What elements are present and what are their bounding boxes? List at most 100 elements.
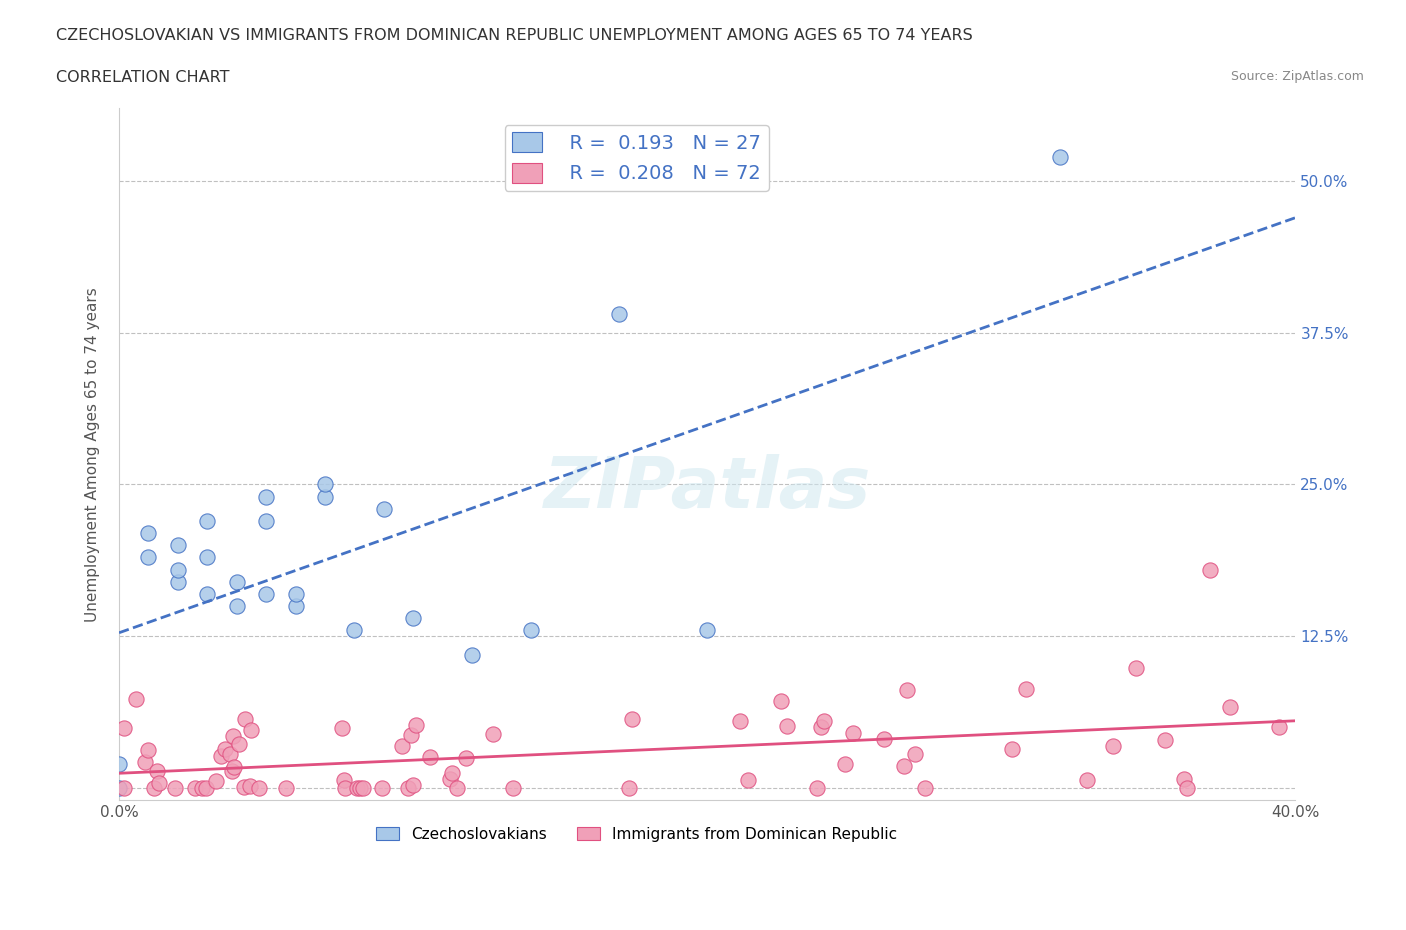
- Point: [873, 732, 896, 747]
- Text: ZIPatlas: ZIPatlas: [544, 454, 870, 524]
- Point: [284, 599, 307, 614]
- Point: [195, 586, 218, 601]
- Point: [167, 538, 190, 552]
- Point: [314, 477, 336, 492]
- Point: [163, 780, 186, 795]
- Point: [842, 725, 865, 740]
- Point: [776, 718, 799, 733]
- Text: CORRELATION CHART: CORRELATION CHART: [56, 70, 229, 85]
- Point: [108, 756, 131, 771]
- Point: [893, 759, 915, 774]
- Point: [195, 550, 218, 565]
- Point: [770, 693, 793, 708]
- Point: [247, 780, 270, 795]
- Point: [619, 780, 641, 795]
- Point: [228, 737, 250, 752]
- Point: [332, 773, 354, 788]
- Point: [254, 586, 277, 601]
- Point: [1268, 720, 1291, 735]
- Point: [401, 777, 423, 792]
- Point: [195, 513, 218, 528]
- Point: [1219, 699, 1241, 714]
- Point: [1076, 773, 1098, 788]
- Point: [254, 513, 277, 528]
- Point: [214, 741, 236, 756]
- Point: [204, 774, 226, 789]
- Point: [482, 727, 505, 742]
- Point: [730, 713, 752, 728]
- Y-axis label: Unemployment Among Ages 65 to 74 years: Unemployment Among Ages 65 to 74 years: [86, 286, 100, 621]
- Point: [254, 489, 277, 504]
- Point: [391, 738, 413, 753]
- Point: [167, 574, 190, 589]
- Point: [813, 714, 835, 729]
- Point: [239, 778, 262, 793]
- Point: [136, 742, 159, 757]
- Point: [1015, 682, 1038, 697]
- Point: [914, 780, 936, 795]
- Point: [194, 780, 217, 795]
- Point: [330, 721, 353, 736]
- Point: [274, 780, 297, 795]
- Point: [810, 720, 832, 735]
- Point: [125, 692, 148, 707]
- Point: [184, 780, 207, 795]
- Point: [148, 776, 170, 790]
- Point: [419, 750, 441, 764]
- Point: [737, 773, 759, 788]
- Point: [114, 780, 136, 795]
- Point: [696, 623, 718, 638]
- Point: [396, 780, 419, 795]
- Point: [138, 550, 160, 565]
- Point: [225, 599, 247, 614]
- Point: [1198, 562, 1220, 577]
- Point: [343, 623, 366, 638]
- Point: [349, 780, 371, 795]
- Point: [190, 780, 212, 795]
- Point: [233, 711, 256, 726]
- Point: [134, 754, 156, 769]
- Point: [1173, 772, 1195, 787]
- Point: [1175, 780, 1198, 795]
- Point: [138, 525, 160, 540]
- Point: [143, 780, 166, 795]
- Point: [896, 683, 918, 698]
- Point: [167, 562, 190, 577]
- Point: [233, 779, 256, 794]
- Point: [209, 749, 232, 764]
- Point: [1102, 738, 1125, 753]
- Point: [1001, 742, 1024, 757]
- Point: [446, 780, 468, 795]
- Point: [112, 721, 135, 736]
- Point: [373, 501, 395, 516]
- Point: [834, 757, 856, 772]
- Point: [224, 759, 246, 774]
- Point: [346, 780, 368, 795]
- Point: [218, 747, 240, 762]
- Point: [607, 307, 630, 322]
- Point: [225, 574, 247, 589]
- Point: [904, 747, 927, 762]
- Point: [284, 586, 307, 601]
- Point: [108, 780, 131, 795]
- Point: [439, 771, 461, 786]
- Point: [620, 711, 643, 726]
- Point: [520, 623, 543, 638]
- Point: [806, 780, 828, 795]
- Legend: Czechoslovakians, Immigrants from Dominican Republic: Czechoslovakians, Immigrants from Domini…: [370, 820, 904, 848]
- Point: [440, 765, 463, 780]
- Point: [145, 764, 167, 778]
- Point: [454, 751, 477, 765]
- Point: [240, 722, 263, 737]
- Point: [352, 780, 374, 795]
- Point: [461, 647, 484, 662]
- Point: [222, 728, 245, 743]
- Point: [1154, 732, 1177, 747]
- Point: [399, 727, 422, 742]
- Point: [502, 780, 524, 795]
- Point: [402, 611, 425, 626]
- Point: [314, 489, 336, 504]
- Point: [405, 717, 427, 732]
- Point: [371, 780, 394, 795]
- Point: [221, 764, 243, 778]
